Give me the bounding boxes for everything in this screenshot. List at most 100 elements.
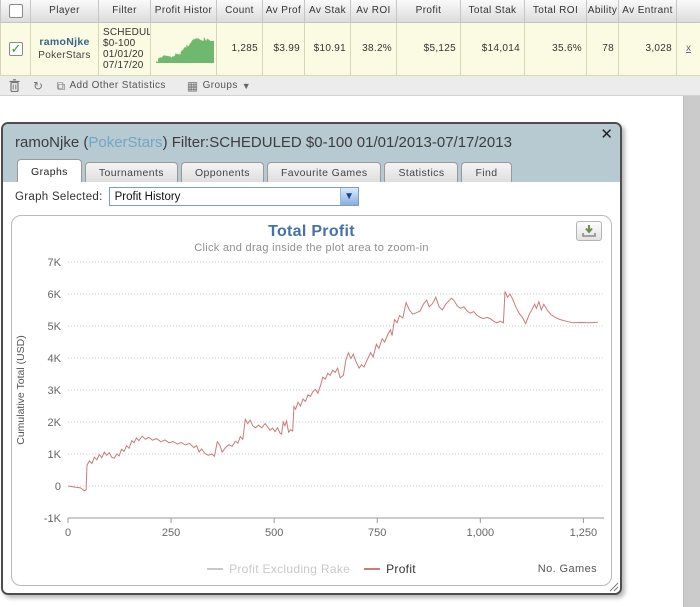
svg-text:500: 500 (265, 527, 283, 539)
col-header-remove (676, 0, 700, 23)
col-header-av-stake[interactable]: Av Stak (304, 0, 351, 23)
filter-cell: SCHEDUL $0-100 01/01/20 07/17/20 (98, 21, 151, 76)
svg-text:5K: 5K (48, 321, 62, 333)
av-profit-cell: $3.99 (262, 21, 305, 76)
scrollbar-track[interactable] (683, 96, 700, 607)
av-roi-cell: 38.2% (350, 21, 397, 76)
add-other-statistics-label: Add Other Statistics (69, 80, 166, 91)
legend-label: Profit (386, 562, 416, 576)
dialog-title-filter: ) Filter:SCHEDULED $0-100 01/01/2013-07/… (162, 134, 512, 151)
svg-text:2K: 2K (48, 417, 62, 429)
dialog-tabs: Graphs Tournaments Opponents Favourite G… (17, 159, 512, 182)
copy-icon: ⧉ (56, 78, 66, 93)
player-cell: ramoNjke PokerStars (30, 21, 99, 76)
profit-cell: $5,125 (396, 21, 461, 76)
svg-text:7K: 7K (48, 257, 62, 269)
dialog-title-player: ramoNjke ( (15, 134, 89, 151)
row-select-cell[interactable] (0, 21, 31, 76)
groups-button[interactable]: ▦ Groups ▼ (184, 79, 254, 93)
tab-find[interactable]: Find (461, 162, 512, 182)
refresh-button[interactable]: ↻ (30, 79, 46, 93)
graph-select-row: Graph Selected: Profit History ▼ (3, 182, 620, 210)
filter-line: 01/01/20 (103, 48, 144, 60)
download-icon (582, 225, 596, 237)
delete-button[interactable] (6, 78, 23, 93)
legend-item-profit[interactable]: Profit (364, 562, 416, 576)
legend-swatch-gray (207, 568, 224, 570)
grid-icon: ▦ (186, 78, 199, 93)
col-header-profit[interactable]: Profit (396, 0, 461, 23)
tab-favourite-games[interactable]: Favourite Games (266, 162, 382, 182)
filter-line: SCHEDUL (103, 26, 151, 38)
player-detail-dialog: ramoNjke (PokerStars) Filter:SCHEDULED $… (1, 122, 622, 595)
svg-text:Cumulative Total (USD): Cumulative Total (USD) (15, 335, 27, 445)
legend-swatch-red (364, 568, 381, 570)
col-header-av-profit[interactable]: Av Prof (262, 0, 305, 23)
dialog-title-site: PokerStars (88, 134, 163, 151)
col-header-total-roi[interactable]: Total ROI (524, 0, 587, 23)
col-header-filter[interactable]: Filter (98, 0, 151, 23)
player-site: PokerStars (38, 49, 91, 61)
stats-table: Player Filter Profit Histor Count Av Pro… (0, 0, 700, 76)
ability-cell: 78 (586, 21, 619, 76)
dialog-header: ramoNjke (PokerStars) Filter:SCHEDULED $… (3, 124, 620, 182)
col-header-player[interactable]: Player (30, 0, 99, 23)
col-header-av-entrants[interactable]: Av Entrant (618, 0, 677, 23)
count-cell: 1,285 (216, 21, 263, 76)
close-icon[interactable]: ✕ (600, 126, 613, 143)
chart-legend: Profit Excluding Rake Profit (12, 562, 611, 576)
x-axis-title: No. Games (537, 563, 597, 575)
svg-text:750: 750 (368, 527, 386, 539)
select-all-header[interactable] (0, 0, 31, 23)
groups-label: Groups (202, 80, 238, 91)
legend-label: Profit Excluding Rake (229, 562, 351, 576)
av-entrants-cell: 3,028 (618, 21, 677, 76)
dialog-title: ramoNjke (PokerStars) Filter:SCHEDULED $… (3, 124, 620, 151)
profit-history-cell (150, 21, 217, 76)
svg-text:1,000: 1,000 (467, 527, 495, 539)
col-header-count[interactable]: Count (216, 0, 263, 23)
col-header-profit-history[interactable]: Profit Histor (150, 0, 217, 23)
svg-text:-1K: -1K (44, 513, 62, 525)
svg-text:1,250: 1,250 (570, 527, 598, 539)
chevron-down-icon: ▼ (241, 80, 252, 91)
graph-type-value: Profit History (114, 190, 181, 203)
profit-sparkline (156, 36, 214, 63)
chart-subtitle: Click and drag inside the plot area to z… (194, 242, 429, 254)
tab-statistics[interactable]: Statistics (384, 162, 459, 182)
chart-title: Total Profit (268, 223, 355, 240)
total-stake-cell: $14,014 (460, 21, 525, 76)
graph-type-select[interactable]: Profit History ▼ (108, 187, 359, 206)
resize-grip[interactable] (608, 581, 619, 592)
row-checkbox[interactable] (8, 41, 23, 57)
filter-line: 07/17/20 (103, 59, 144, 71)
table-header-row: Player Filter Profit Histor Count Av Pro… (0, 0, 700, 23)
table-toolbar: ↻ ⧉ Add Other Statistics ▦ Groups ▼ (0, 76, 700, 96)
col-header-total-stake[interactable]: Total Stak (460, 0, 525, 23)
player-name-link[interactable]: ramoNjke (39, 35, 90, 48)
download-chart-button[interactable] (576, 221, 602, 241)
tab-tournaments[interactable]: Tournaments (84, 162, 178, 182)
col-header-av-roi[interactable]: Av ROI (350, 0, 397, 23)
col-header-ability[interactable]: Ability (586, 0, 619, 23)
remove-row-link[interactable]: x (686, 43, 691, 54)
add-other-statistics-button[interactable]: ⧉ Add Other Statistics (53, 79, 168, 93)
table-row: ramoNjke PokerStars SCHEDUL $0-100 01/01… (0, 21, 700, 76)
svg-text:4K: 4K (48, 353, 62, 365)
trash-icon (9, 79, 20, 92)
graph-selected-label: Graph Selected: (15, 190, 103, 203)
filter-line: $0-100 (103, 37, 136, 49)
svg-text:0: 0 (55, 481, 61, 493)
svg-text:0: 0 (65, 527, 71, 539)
remove-cell: x (676, 21, 700, 76)
select-all-checkbox[interactable] (8, 3, 23, 18)
svg-text:1K: 1K (48, 449, 62, 461)
total-roi-cell: 35.6% (524, 21, 587, 76)
svg-text:3K: 3K (48, 385, 62, 397)
legend-item-profit-excluding-rake[interactable]: Profit Excluding Rake (207, 562, 350, 576)
tab-graphs[interactable]: Graphs (17, 159, 82, 182)
svg-text:250: 250 (162, 527, 180, 539)
tab-opponents[interactable]: Opponents (180, 162, 264, 182)
av-stake-cell: $10.91 (304, 21, 351, 76)
